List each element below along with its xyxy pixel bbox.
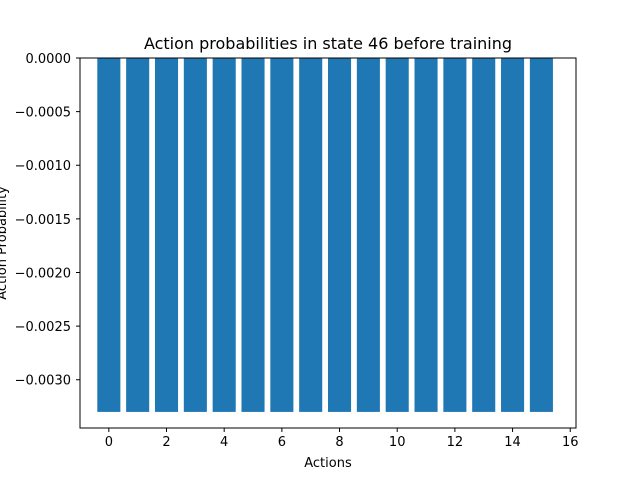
bar-action-4 bbox=[212, 58, 236, 412]
y-axis-title: Action Probability bbox=[0, 186, 10, 300]
x-tick-label: 6 bbox=[278, 435, 286, 450]
y-tick-label: −0.0025 bbox=[15, 320, 71, 335]
x-tick-label: 0 bbox=[105, 435, 113, 450]
chart-title: Action probabilities in state 46 before … bbox=[144, 34, 512, 53]
bar-action-5 bbox=[241, 58, 265, 412]
x-axis: 0 2 4 6 8 10 12 14 16 bbox=[105, 428, 579, 450]
x-tick-label: 12 bbox=[447, 435, 464, 450]
bar-action-8 bbox=[328, 58, 352, 412]
bar-action-10 bbox=[385, 58, 409, 412]
y-tick-label: −0.0030 bbox=[15, 374, 71, 389]
bars-group bbox=[97, 58, 553, 412]
y-tick-label: −0.0010 bbox=[15, 159, 71, 174]
y-tick-label: −0.0005 bbox=[15, 106, 71, 121]
bar-action-7 bbox=[299, 58, 323, 412]
bar-action-2 bbox=[154, 58, 179, 412]
bar-action-12 bbox=[443, 58, 467, 412]
x-tick-label: 14 bbox=[504, 435, 521, 450]
y-tick-label: −0.0015 bbox=[15, 213, 71, 228]
bar-action-14 bbox=[501, 58, 525, 412]
x-tick-label: 2 bbox=[162, 435, 170, 450]
y-axis: 0.0000 −0.0005 −0.0010 −0.0015 −0.0020 −0.002… bbox=[15, 52, 80, 389]
x-tick-label: 8 bbox=[335, 435, 343, 450]
bar-action-6 bbox=[270, 58, 294, 412]
bar-action-1 bbox=[126, 58, 150, 412]
bar-action-0 bbox=[97, 58, 121, 412]
bar-action-3 bbox=[183, 58, 207, 412]
bar-action-11 bbox=[414, 58, 438, 412]
bar-action-9 bbox=[356, 58, 380, 412]
x-tick-label: 4 bbox=[220, 435, 228, 450]
x-tick-label: 10 bbox=[389, 435, 406, 450]
y-tick-label: −0.0020 bbox=[15, 266, 71, 281]
x-axis-title: Actions bbox=[304, 456, 352, 471]
bar-action-15 bbox=[529, 58, 553, 412]
bar-action-13 bbox=[472, 58, 496, 412]
x-tick-label: 16 bbox=[562, 435, 579, 450]
plot-frame bbox=[79, 57, 577, 429]
y-tick-label: 0.0000 bbox=[26, 52, 72, 67]
